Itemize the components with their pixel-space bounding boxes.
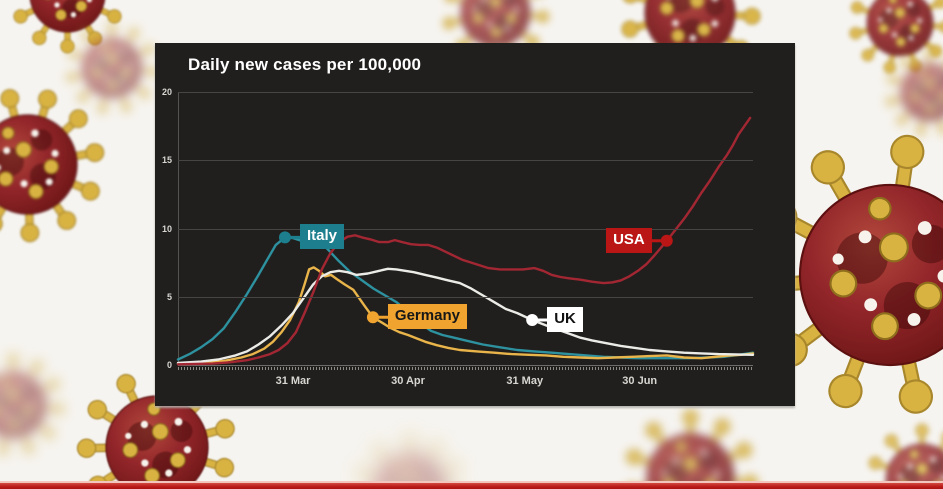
chart-title: Daily new cases per 100,000 bbox=[188, 55, 422, 74]
marker-dot-uk bbox=[526, 313, 539, 326]
marker-dot-usa bbox=[660, 234, 673, 247]
virus-image bbox=[848, 0, 943, 75]
virus-image bbox=[884, 47, 943, 138]
gridline-10 bbox=[178, 228, 753, 230]
virus-image bbox=[0, 0, 144, 71]
gridline-20 bbox=[178, 92, 753, 93]
line-germany bbox=[176, 266, 755, 365]
virus-image bbox=[622, 409, 760, 489]
gridline-5 bbox=[178, 296, 753, 298]
x-axis-daily-ticks bbox=[178, 367, 753, 370]
virus-image bbox=[0, 69, 124, 260]
virus-image bbox=[0, 353, 66, 457]
x-tick-label: 30 Jun bbox=[622, 375, 658, 387]
y-tick-label: 5 bbox=[166, 291, 172, 302]
x-tick-label: 30 Apr bbox=[391, 375, 425, 387]
marker-dot-germany bbox=[366, 311, 379, 324]
chart-panel: Daily new cases per 100,000 0 5 10 15 20 31 M… bbox=[155, 43, 795, 406]
y-tick-label: 0 bbox=[166, 360, 172, 370]
series-badge-uk: UK bbox=[547, 306, 583, 332]
line-uk bbox=[176, 267, 755, 365]
series-badge-usa: USA bbox=[606, 227, 652, 253]
ticker-bar bbox=[0, 481, 943, 489]
gridline-15 bbox=[178, 160, 753, 162]
series-badge-italy: Italy bbox=[299, 224, 344, 250]
plot-area: 0 5 10 15 20 31 Mar 30 Apr 31 May 30 Jun Italy Ger… bbox=[162, 87, 755, 387]
y-tick-label: 10 bbox=[161, 223, 172, 234]
series-badge-germany: Germany bbox=[387, 304, 467, 330]
virus-image bbox=[64, 20, 160, 116]
y-tick-label: 20 bbox=[161, 87, 172, 97]
x-tick-label: 31 Mar bbox=[275, 375, 311, 387]
y-tick-label: 15 bbox=[161, 155, 172, 166]
x-tick-label: 31 May bbox=[506, 375, 544, 387]
line-usa bbox=[176, 116, 752, 366]
virus-image bbox=[865, 423, 943, 489]
x-axis-line bbox=[178, 365, 753, 366]
marker-dot-italy bbox=[278, 231, 291, 244]
